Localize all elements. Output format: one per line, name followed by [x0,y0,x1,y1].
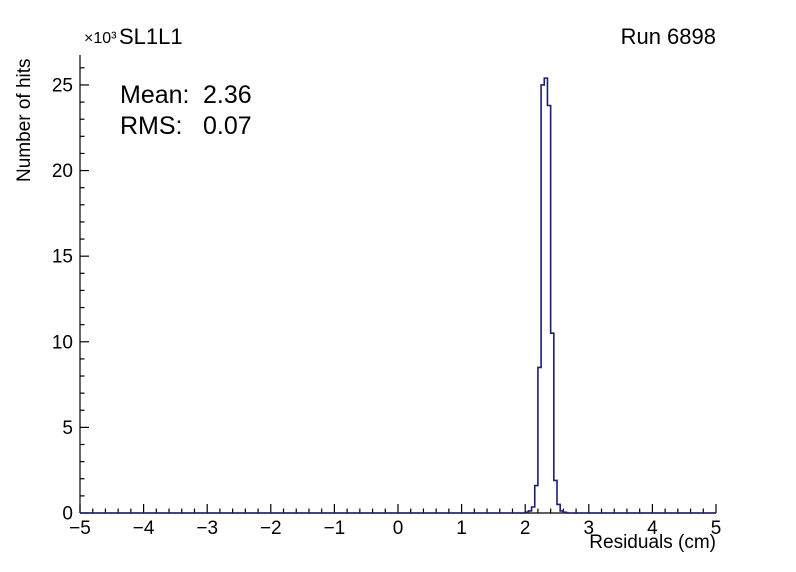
y-tick-label: 10 [52,332,73,353]
x-tick-label: 3 [584,518,595,539]
x-tick-label: −5 [69,518,91,539]
y-tick-label: 20 [52,161,73,182]
x-tick-label: −2 [260,518,282,539]
x-tick-label: 4 [647,518,658,539]
y-tick-label: 25 [52,75,73,96]
x-tick-label: 5 [711,518,722,539]
y-tick-label: 5 [62,418,73,439]
x-tick-label: −3 [196,518,218,539]
run-number-label: Run 6898 [621,24,716,49]
x-axis-title: Residuals (cm) [589,532,716,553]
y-axis-multiplier: ×10³ [84,30,117,47]
y-axis-title: Number of hits [14,58,35,182]
mean-value: 2.36 [203,81,252,109]
y-tick-label: 0 [62,504,73,525]
x-tick-label: 2 [520,518,531,539]
plot-generated-layer: −5 −4 −3 −2 −1 0 1 2 3 4 5 0 5 10 15 20 25 [52,55,721,539]
x-tick-label: 0 [393,518,404,539]
plot-title: SL1L1 [119,24,183,49]
histogram-step-line [80,77,716,514]
rms-label: RMS: [120,112,183,140]
rms-value: 0.07 [203,112,252,140]
mean-label: Mean: [120,81,189,109]
x-tick-label: −4 [133,518,155,539]
x-tick-label: −1 [324,518,346,539]
x-tick-label: 1 [456,518,467,539]
y-tick-label: 15 [52,247,73,268]
